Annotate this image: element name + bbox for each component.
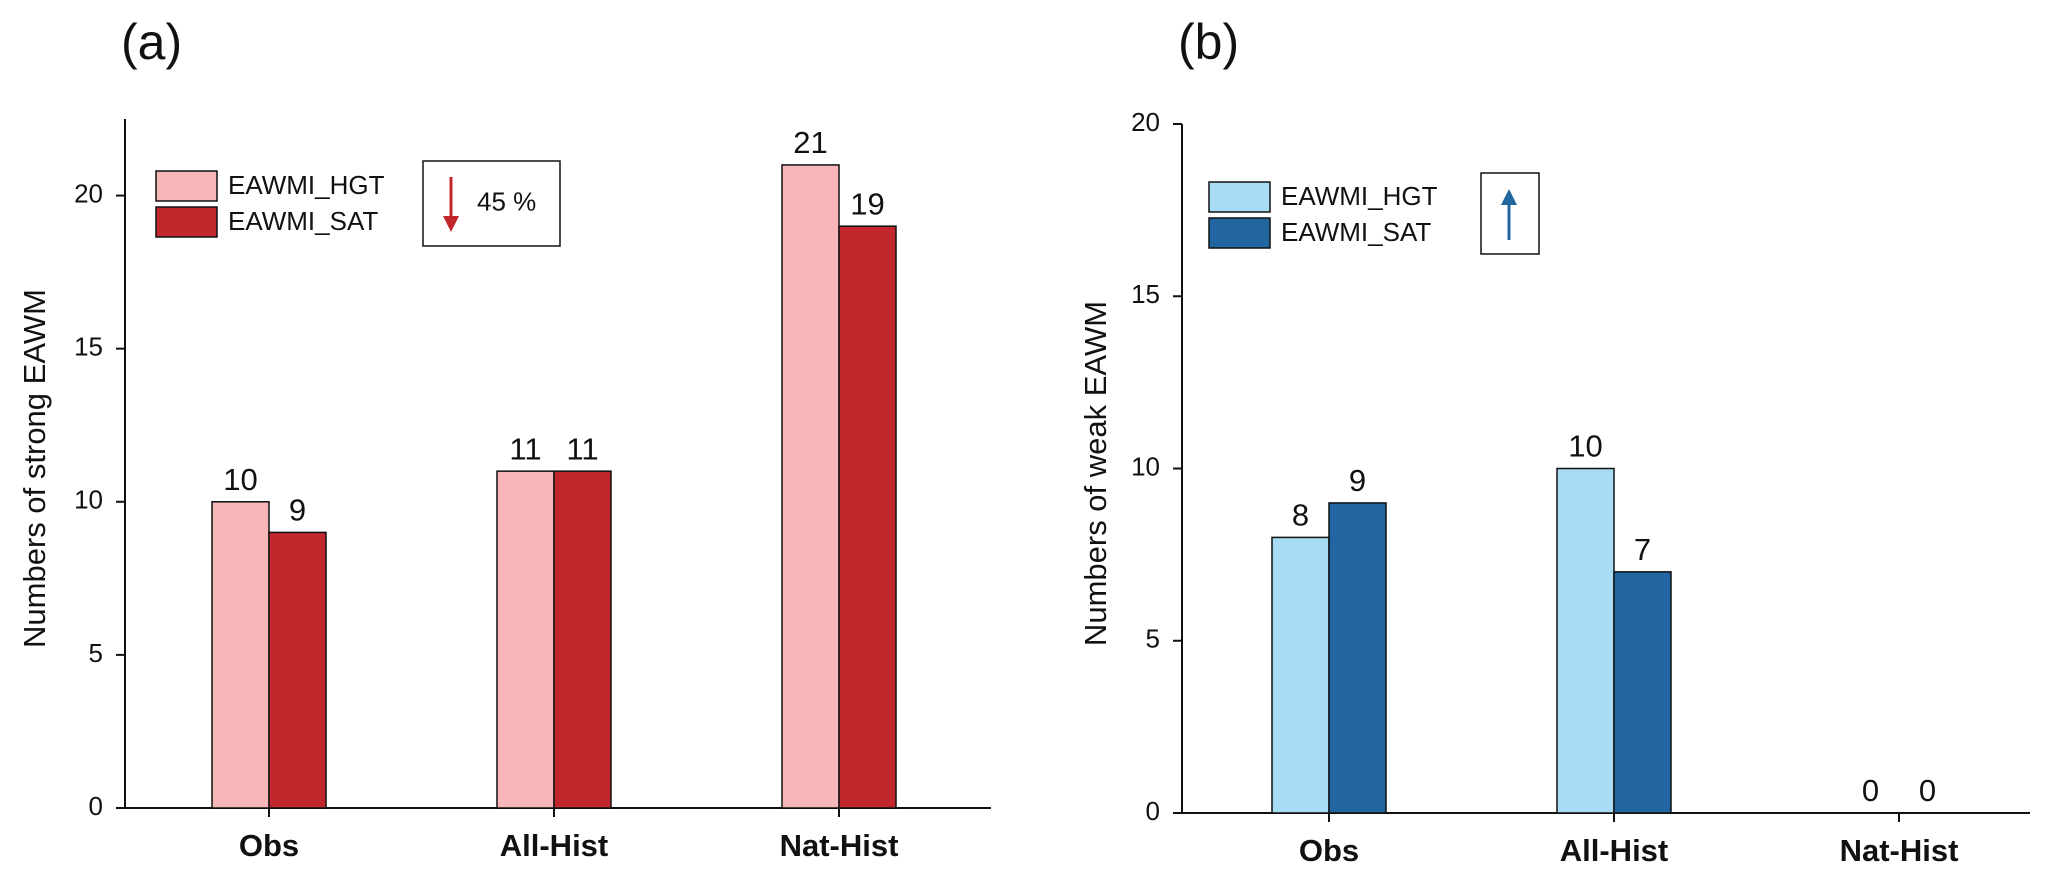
bar [553,470,612,809]
legend-swatch [155,206,218,238]
value-label: 7 [1634,532,1651,567]
bar [1328,502,1387,814]
x-tick-label: Nat-Hist [780,828,899,863]
value-label: 21 [793,125,827,160]
legend-label: EAWMI_HGT [228,170,385,200]
annotation-box [1480,172,1540,255]
value-label: 0 [1862,773,1879,808]
bar [781,164,840,809]
value-label: 0 [1919,773,1936,808]
trend-arrow-head [443,216,459,232]
annotation-box [422,160,561,247]
y-tick-label: 5 [89,638,103,668]
value-label: 10 [1568,429,1602,464]
legend-swatch [155,170,218,202]
x-tick-label: All-Hist [1560,833,1669,868]
y-tick-label: 5 [1146,624,1160,654]
bar [211,501,270,809]
legend-swatch [1208,181,1271,213]
x-tick-label: Obs [1299,833,1359,868]
trend-arrow-head [1501,189,1517,205]
annotation: 45 % [477,186,536,216]
x-tick-label: Obs [239,828,299,863]
bar [838,225,897,809]
y-tick-label: 10 [1131,451,1160,481]
y-tick-label: 0 [1146,796,1160,826]
bar [1613,571,1672,814]
value-label: 8 [1292,498,1309,533]
chart-panel: (b) Numbers of weak EAWM 0 5 10 15 20 Obs 8 9 All-… [1078,14,2030,868]
value-label: 9 [1349,463,1366,498]
legend-label: EAWMI_SAT [1281,217,1431,247]
panel-label: (a) [121,14,182,70]
bar [268,531,327,809]
y-tick-label: 0 [89,791,103,821]
x-tick-label: All-Hist [500,828,609,863]
y-tick-label: 15 [1131,279,1160,309]
legend-label: EAWMI_SAT [228,206,378,236]
chart-panel: (a) Numbers of strong EAWM 0 5 10 15 20 Obs 10 9 A… [17,14,991,863]
legend-swatch [1208,217,1271,249]
x-tick-label: Nat-Hist [1840,833,1959,868]
value-label: 11 [509,431,541,466]
value-label: 11 [566,431,598,466]
bar [1271,536,1330,814]
y-tick-label: 20 [74,178,103,208]
y-tick-label: 20 [1131,107,1160,137]
bar [1556,467,1615,814]
value-label: 19 [850,186,884,221]
panel-label: (b) [1178,14,1239,70]
y-axis-label: Numbers of weak EAWM [1078,301,1113,646]
y-tick-label: 10 [74,485,103,515]
y-tick-label: 15 [74,332,103,362]
y-axis-label: Numbers of strong EAWM [17,289,52,648]
legend-label: EAWMI_HGT [1281,181,1438,211]
value-label: 9 [289,493,306,528]
bar [496,470,555,809]
value-label: 10 [223,462,257,497]
